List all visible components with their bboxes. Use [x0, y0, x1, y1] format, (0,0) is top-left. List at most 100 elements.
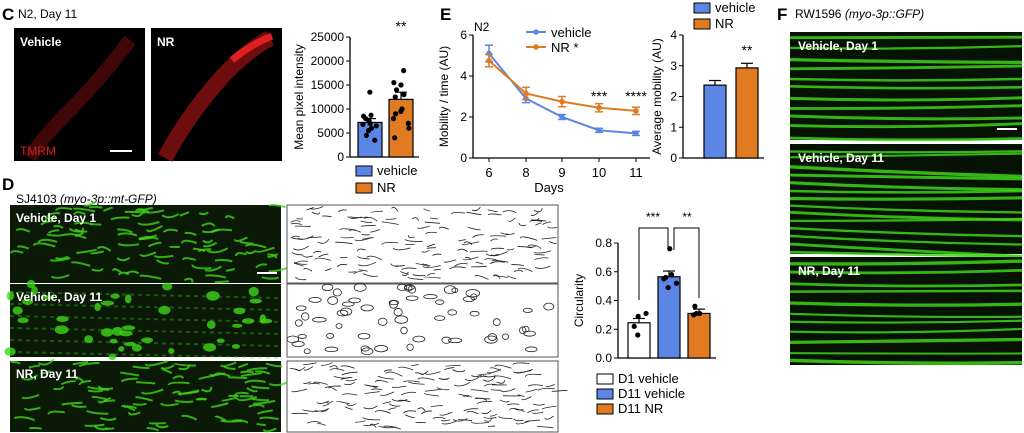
panel-label-f: F	[777, 5, 787, 24]
mitochondrion	[132, 402, 147, 406]
muscle-fiber	[789, 64, 1023, 71]
mitochondrion	[120, 404, 136, 412]
outline	[482, 375, 496, 378]
outline	[374, 410, 391, 414]
outline	[353, 270, 363, 275]
outline	[341, 365, 355, 369]
mitochondrion	[235, 396, 258, 402]
mitochondrion	[68, 227, 88, 233]
mitochondrion	[135, 396, 153, 402]
mitochondrion	[112, 268, 122, 274]
outline	[489, 367, 501, 371]
legend-swatch	[596, 403, 614, 415]
data-point	[643, 310, 649, 317]
outline	[412, 335, 426, 343]
muscle-fiber	[789, 196, 1023, 201]
data-point	[401, 68, 407, 74]
mitochondrion	[197, 248, 212, 252]
muscle-fiber	[789, 226, 1023, 238]
mitochondrion	[83, 200, 97, 207]
tmrm-image-nr: NR	[151, 28, 282, 162]
mitochondrion	[259, 318, 273, 324]
y-tick-label: 0.6	[595, 265, 612, 279]
outline	[388, 403, 401, 407]
mitochondrion	[258, 416, 279, 421]
mitochondrion	[120, 377, 138, 383]
muscle-fiber	[789, 282, 1023, 288]
mitochondrion	[146, 224, 163, 233]
outline	[340, 376, 353, 380]
outline	[400, 326, 408, 335]
outline	[425, 388, 443, 392]
outline	[307, 236, 322, 238]
outline	[397, 366, 414, 371]
outline	[303, 268, 313, 272]
image-frame	[286, 204, 559, 284]
outline	[392, 247, 411, 251]
mitochondrion	[47, 410, 65, 415]
mitochondrion	[220, 419, 243, 423]
outline	[484, 258, 498, 261]
outline	[405, 295, 419, 301]
mitochondrion	[21, 374, 38, 381]
outline	[297, 235, 314, 240]
mitochondrion	[256, 422, 266, 427]
data-point	[392, 94, 398, 100]
y-tick-label: 4	[460, 69, 467, 83]
outline	[511, 264, 524, 267]
mitochondrion	[78, 362, 100, 368]
outline	[369, 423, 377, 428]
mitochondrion	[119, 371, 140, 377]
outline	[489, 235, 506, 237]
outline	[294, 260, 309, 265]
mitochondrion	[233, 236, 248, 242]
mitochondrion	[55, 207, 73, 212]
strain-genotype: (myo-3p::GFP)	[845, 7, 924, 21]
mitochondrion	[262, 427, 277, 433]
significance-bracket	[673, 227, 700, 298]
significance-marker: ***	[591, 88, 608, 104]
strain-name: RW1596	[795, 7, 842, 21]
data-point	[398, 82, 404, 88]
mitochondrion	[255, 246, 275, 253]
outline	[415, 263, 429, 267]
outline	[470, 389, 489, 393]
outline	[535, 222, 542, 226]
tmrm-label: TMRM	[20, 144, 56, 158]
mitochondrion	[246, 387, 258, 393]
mitochondrion	[192, 247, 206, 252]
mitochondrion	[109, 338, 118, 344]
mito-row	[9, 303, 282, 311]
legend-label: D11 NR	[618, 401, 663, 416]
outline	[417, 407, 426, 412]
mitochondrion	[89, 250, 104, 255]
outline	[316, 400, 330, 404]
mitochondrion	[46, 233, 68, 237]
legend-label: vehicle	[551, 25, 591, 40]
muscle-fiber	[789, 181, 1023, 192]
outline	[534, 257, 549, 260]
y-tick-label: 20000	[311, 54, 345, 68]
muscle-fiber	[789, 189, 1023, 194]
data-point	[367, 89, 373, 95]
mitochondrion	[135, 381, 156, 385]
muscle-fiber	[789, 242, 1023, 258]
panel-label-c: C	[2, 5, 14, 24]
legend-swatch	[596, 388, 614, 400]
outline	[317, 238, 330, 244]
mitochondrion	[265, 362, 283, 368]
muscle-fiber	[789, 104, 1023, 110]
outline	[515, 421, 529, 425]
outline	[512, 362, 530, 365]
y-tick-label: 0	[337, 150, 344, 164]
outline	[342, 393, 358, 396]
outline	[521, 396, 532, 401]
muscle-fiber	[789, 337, 1023, 345]
outline	[383, 425, 402, 430]
outline	[513, 269, 524, 273]
mitochondrion	[224, 215, 235, 220]
outline	[461, 241, 480, 245]
outline	[292, 245, 309, 251]
outline	[290, 368, 301, 372]
legend-label: NR *	[551, 40, 578, 55]
